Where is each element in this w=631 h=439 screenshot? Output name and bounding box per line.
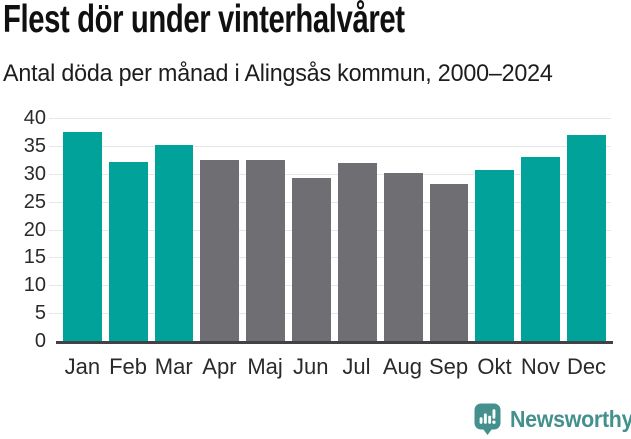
- x-tick-label: Jan: [64, 354, 101, 379]
- x-tick-label: Nov: [520, 354, 560, 379]
- x-tick-label: Jul: [342, 354, 371, 379]
- x-tick-label: Aug: [382, 354, 422, 379]
- y-tick-label: 0: [34, 330, 46, 352]
- y-tick-label: 5: [34, 302, 46, 325]
- newsworthy-logo-icon: [474, 403, 501, 435]
- y-tick-label: 10: [23, 274, 46, 297]
- newsworthy-logo-text: Newsworthy: [510, 406, 631, 432]
- chart-title: Flest dör under vinterhalvåret: [3, 0, 405, 41]
- x-axis-line: [56, 341, 613, 344]
- bar-jul: [337, 163, 377, 341]
- y-tick-label: 30: [23, 162, 46, 185]
- bar-apr: [200, 160, 240, 341]
- y-tick-label: 25: [23, 190, 46, 213]
- x-tick-label: Okt: [477, 354, 512, 379]
- bar-feb: [108, 162, 148, 341]
- y-axis-labels: 0 5 10 15 20 25 30 35 40: [0, 107, 46, 352]
- bar-nov: [521, 157, 561, 341]
- bar-jun: [292, 177, 331, 341]
- gridline: [49, 118, 611, 119]
- bar-mar: [154, 145, 194, 341]
- x-tick-label: Dec: [566, 354, 607, 379]
- x-tick-label: Feb: [109, 354, 147, 379]
- x-tick-label: Sep: [428, 354, 469, 379]
- y-tick-label: 40: [23, 107, 46, 129]
- chart-subtitle: Antal döda per månad i Alingsås kommun, …: [3, 60, 553, 87]
- plot-area: [49, 118, 611, 341]
- bar-aug: [383, 173, 423, 341]
- bar-okt: [475, 169, 515, 341]
- bar-maj: [246, 160, 286, 341]
- x-axis-labels: Jan Feb Mar Apr Maj Jun Jul Aug Sep Okt Nov Dec: [58, 354, 611, 380]
- y-tick-label: 15: [23, 246, 46, 269]
- gridline: [49, 173, 611, 175]
- y-tick-label: 20: [23, 218, 46, 241]
- y-tick-label: 35: [23, 134, 46, 157]
- bar-jan: [63, 131, 102, 341]
- x-tick-label: Mar: [154, 354, 193, 379]
- brand-footer: Newsworthy: [474, 403, 631, 436]
- x-tick-label: Apr: [202, 354, 237, 379]
- x-tick-label: Maj: [247, 354, 283, 379]
- bar-sep: [429, 183, 469, 341]
- bars: [58, 118, 611, 341]
- bar-dec: [567, 134, 606, 341]
- x-tick-label: Jun: [293, 354, 329, 379]
- gridline: [49, 145, 611, 147]
